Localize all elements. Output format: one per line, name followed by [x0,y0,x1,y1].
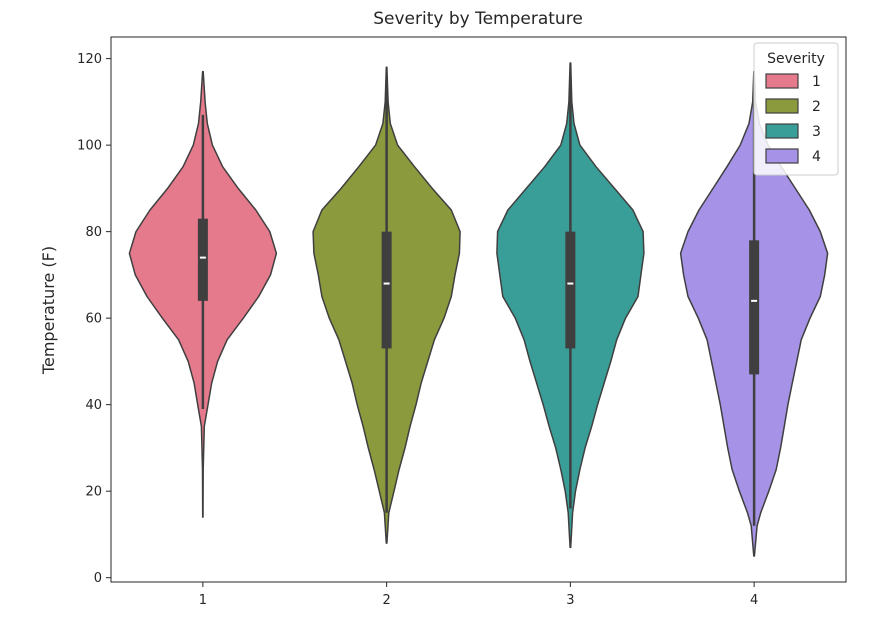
legend-label: 3 [812,124,821,140]
violin-group [128,62,829,557]
x-tick-label: 2 [382,593,390,608]
violin-iqr-box [381,231,392,349]
legend-swatch [765,73,799,89]
legend-label: 2 [812,99,821,115]
y-axis-label: Temperature (F) [39,246,58,375]
y-tick-label: 120 [77,52,102,67]
y-tick-label: 20 [85,485,102,500]
y-tick-label: 0 [94,571,102,586]
y-tick-label: 100 [77,139,102,154]
legend-label: 1 [812,74,821,90]
legend-title: Severity [767,51,825,67]
violin-iqr-box [197,218,208,301]
y-tick-label: 80 [85,225,102,240]
x-tick-label: 4 [750,593,758,608]
legend-label: 4 [812,149,821,165]
violin-iqr-box [565,231,576,349]
legend-swatch [765,98,799,114]
y-axis-ticks: 0 20 40 60 80 100 120 [77,52,111,586]
y-tick-label: 60 [85,312,102,327]
legend: Severity 1 2 3 4 [753,42,839,176]
chart-title: Severity by Temperature [373,9,583,29]
x-tick-label: 1 [199,593,207,608]
y-tick-label: 40 [85,398,102,413]
plot-frame [110,36,847,583]
x-axis-ticks: 1 2 3 4 [199,582,758,608]
violin-iqr-box [749,240,760,375]
x-tick-label: 3 [566,593,574,608]
legend-swatch [765,148,799,164]
legend-swatch [765,123,799,139]
